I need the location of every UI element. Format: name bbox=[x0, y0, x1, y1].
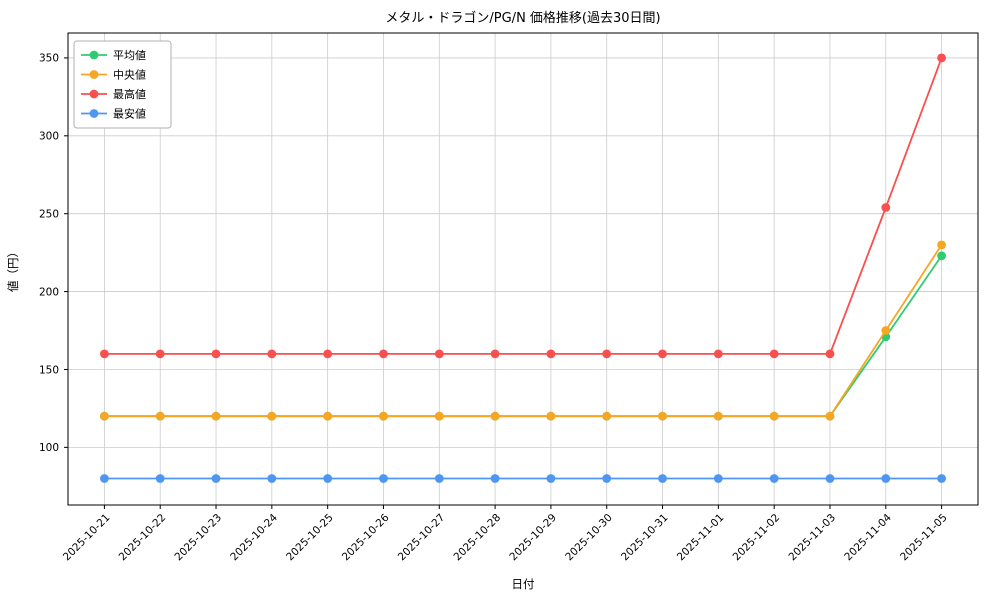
data-point-max bbox=[937, 53, 946, 63]
data-point-median bbox=[379, 411, 388, 421]
chart-title: メタル・ドラゴン/PG/N 価格推移(過去30日間) bbox=[385, 10, 660, 26]
data-point-median bbox=[825, 411, 835, 421]
series-min bbox=[100, 474, 946, 483]
data-point-median bbox=[937, 240, 946, 250]
data-point-min bbox=[825, 474, 835, 483]
data-point-average bbox=[937, 251, 946, 261]
legend-item-average: 平均値 bbox=[81, 49, 146, 62]
legend-marker-average bbox=[89, 50, 99, 60]
series-median bbox=[100, 240, 946, 421]
data-point-max bbox=[267, 349, 277, 359]
data-point-median bbox=[323, 411, 333, 421]
data-point-max bbox=[713, 349, 723, 359]
y-tick-label: 150 bbox=[39, 364, 59, 376]
series-max bbox=[100, 53, 946, 359]
data-point-min bbox=[211, 474, 221, 483]
data-point-median bbox=[434, 411, 444, 421]
legend-item-median: 中央値 bbox=[81, 69, 146, 82]
legend-item-max: 最高値 bbox=[81, 87, 146, 101]
series-group bbox=[100, 53, 946, 483]
data-point-median bbox=[211, 411, 221, 421]
y-tick-label: 300 bbox=[39, 131, 59, 143]
y-axis-label: 値（円） bbox=[6, 246, 20, 292]
data-point-min bbox=[155, 474, 165, 483]
plot-background bbox=[68, 33, 978, 505]
legend-item-min: 最安値 bbox=[81, 107, 146, 121]
data-point-median bbox=[602, 411, 612, 421]
legend-marker-min bbox=[89, 109, 99, 118]
data-point-median bbox=[658, 411, 667, 421]
data-point-median bbox=[490, 411, 500, 421]
grid bbox=[68, 33, 978, 505]
data-point-max bbox=[211, 349, 221, 359]
legend-label-min: 最安値 bbox=[113, 107, 146, 121]
data-point-min bbox=[602, 474, 612, 483]
data-point-min bbox=[881, 474, 891, 483]
y-tick-label: 100 bbox=[39, 442, 59, 454]
data-point-max bbox=[602, 349, 612, 359]
data-point-min bbox=[546, 474, 556, 483]
y-axis: 100 150 200 250 300 350 bbox=[39, 53, 68, 454]
data-point-min bbox=[434, 474, 444, 483]
legend-box bbox=[73, 40, 172, 129]
data-point-max bbox=[323, 349, 333, 359]
data-point-median bbox=[546, 411, 556, 421]
data-point-max bbox=[769, 349, 779, 359]
data-point-median bbox=[267, 411, 277, 421]
data-point-max bbox=[100, 349, 109, 359]
data-point-median bbox=[155, 411, 165, 421]
data-point-min bbox=[713, 474, 723, 483]
data-point-min bbox=[323, 474, 333, 483]
series-line-median bbox=[103, 243, 943, 418]
data-point-max bbox=[546, 349, 556, 359]
data-point-min bbox=[937, 474, 946, 483]
data-point-max bbox=[379, 349, 388, 359]
legend-marker-median bbox=[89, 70, 99, 79]
data-point-max bbox=[881, 203, 891, 212]
y-tick-label: 200 bbox=[39, 286, 59, 298]
legend-label-median: 中央値 bbox=[113, 69, 146, 82]
data-point-max bbox=[490, 349, 500, 359]
data-point-min bbox=[267, 474, 277, 483]
y-tick-label: 350 bbox=[39, 53, 59, 65]
series-line-max bbox=[103, 57, 943, 355]
data-point-min bbox=[490, 474, 500, 483]
data-point-min bbox=[100, 474, 109, 483]
x-axis-label: 日付 bbox=[512, 577, 535, 591]
data-point-max bbox=[658, 349, 667, 359]
data-point-min bbox=[769, 474, 779, 483]
data-point-median bbox=[769, 411, 779, 421]
data-point-median bbox=[100, 411, 109, 421]
data-point-min bbox=[658, 474, 667, 483]
data-point-median bbox=[881, 326, 891, 335]
data-point-max bbox=[825, 349, 835, 359]
y-tick-label: 250 bbox=[39, 208, 59, 220]
legend-label-average: 平均値 bbox=[113, 49, 146, 62]
data-point-median bbox=[713, 411, 723, 421]
data-point-min bbox=[379, 474, 388, 483]
data-point-max bbox=[434, 349, 444, 359]
legend-label-max: 最高値 bbox=[113, 87, 146, 101]
legend-marker-max bbox=[89, 89, 99, 99]
plot-border bbox=[67, 32, 979, 506]
data-point-max bbox=[155, 349, 165, 359]
